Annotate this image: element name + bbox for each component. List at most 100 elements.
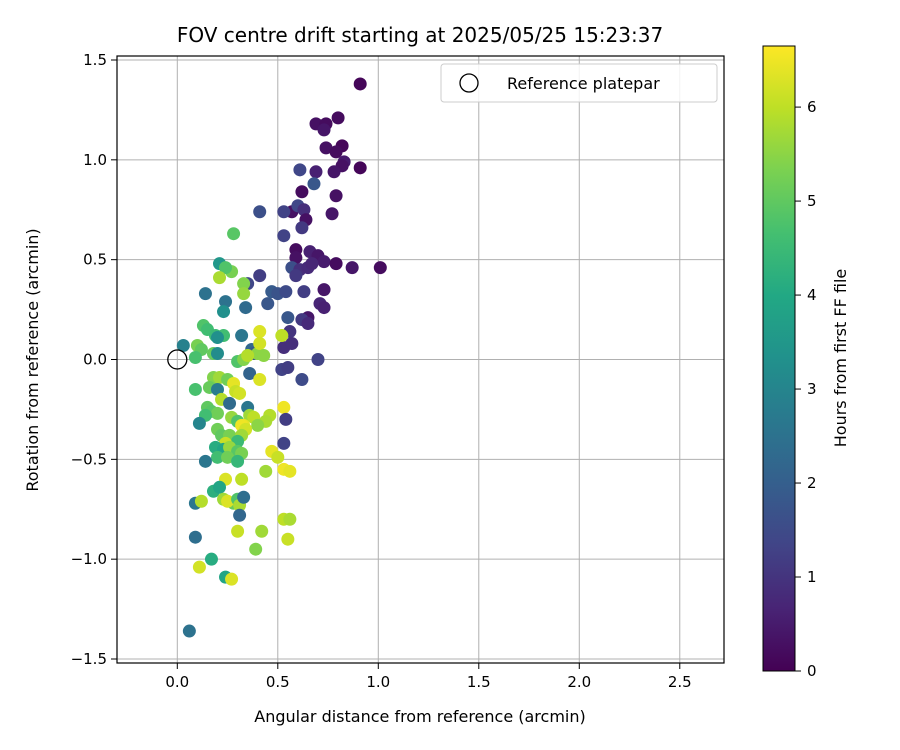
data-point <box>297 285 311 299</box>
data-point <box>192 416 206 430</box>
y-tick-label: 0.0 <box>83 351 107 369</box>
data-point <box>317 301 331 315</box>
data-point <box>231 524 245 538</box>
data-point <box>289 269 303 283</box>
data-point <box>307 177 321 191</box>
data-point <box>281 360 295 374</box>
data-point <box>237 277 251 291</box>
legend: Reference platepar <box>440 63 718 103</box>
data-point <box>271 450 285 464</box>
data-point <box>188 351 202 365</box>
data-point <box>317 123 331 137</box>
data-point <box>297 203 311 217</box>
data-point <box>204 552 218 566</box>
data-point <box>233 508 247 522</box>
data-point <box>217 305 231 319</box>
data-point <box>235 472 249 486</box>
data-point <box>281 311 295 325</box>
y-tick-label: 0.5 <box>83 251 107 269</box>
data-point <box>353 161 367 175</box>
data-point <box>249 542 263 556</box>
data-point <box>192 560 206 574</box>
data-point <box>198 454 212 468</box>
data-point <box>289 251 303 265</box>
y-tick-label: 1.5 <box>83 51 107 69</box>
data-point <box>279 285 293 299</box>
data-point <box>277 400 291 414</box>
data-point <box>219 295 233 309</box>
x-tick-label: 1.0 <box>366 673 390 691</box>
data-point <box>261 297 275 311</box>
y-axis-label: Rotation from reference (arcmin) <box>23 228 42 491</box>
data-point <box>182 624 196 638</box>
y-tick-label: 1.0 <box>83 151 107 169</box>
data-point <box>251 418 265 432</box>
data-point <box>243 366 257 380</box>
colorbar-tick-label: 1 <box>807 568 817 586</box>
colorbar-ticks: 0 1 2 3 4 5 6 <box>795 98 817 680</box>
data-point <box>293 163 307 177</box>
data-point <box>309 165 323 179</box>
legend-marker-reference <box>459 73 479 93</box>
data-point <box>345 261 359 275</box>
data-point <box>239 301 253 315</box>
data-point <box>210 406 224 420</box>
data-point <box>188 530 202 544</box>
data-point <box>225 572 239 586</box>
data-point <box>210 347 224 361</box>
data-point <box>283 512 297 526</box>
data-point <box>233 386 247 400</box>
chart-title: FOV centre drift starting at 2025/05/25 … <box>177 23 663 47</box>
colorbar-tick-label: 0 <box>807 662 817 680</box>
data-point <box>301 317 315 331</box>
data-point <box>353 77 367 91</box>
axis-ticks: 0.0 0.5 1.0 1.5 2.0 2.5 −1.5 −1.0 −0.5 0.0 0.5 1.0 1… <box>71 51 692 691</box>
data-point <box>285 337 299 351</box>
data-point <box>253 325 267 339</box>
x-tick-label: 1.5 <box>467 673 491 691</box>
data-point <box>279 412 293 426</box>
data-point <box>219 261 233 275</box>
y-tick-label: −0.5 <box>71 450 107 468</box>
data-point <box>235 329 249 343</box>
data-point <box>231 454 245 468</box>
data-point <box>277 229 291 243</box>
data-point <box>295 185 309 199</box>
x-tick-label: 2.5 <box>668 673 692 691</box>
data-point <box>331 111 345 125</box>
data-point <box>253 337 267 351</box>
x-tick-label: 2.0 <box>567 673 591 691</box>
x-axis-label: Angular distance from reference (arcmin) <box>254 707 585 726</box>
reference-platepar-marker <box>167 349 188 370</box>
data-point <box>295 221 309 235</box>
colorbar-tick-label: 5 <box>807 192 817 210</box>
data-point <box>253 205 267 219</box>
data-point <box>227 227 241 241</box>
data-point <box>237 490 251 504</box>
colorbar: 0 1 2 3 4 5 6 Hours from first FF file <box>762 45 850 680</box>
colorbar-tick-label: 2 <box>807 474 817 492</box>
colorbar-tick-label: 6 <box>807 98 817 116</box>
data-point <box>311 353 325 366</box>
data-point <box>221 494 235 508</box>
data-point <box>198 287 212 301</box>
data-point <box>257 349 271 363</box>
data-point <box>210 382 224 396</box>
data-point <box>194 494 208 508</box>
data-point <box>329 145 343 159</box>
data-point <box>295 372 309 386</box>
legend-box <box>440 63 718 103</box>
x-tick-label: 0.5 <box>266 673 290 691</box>
data-point <box>327 165 341 179</box>
data-point <box>259 464 273 478</box>
data-point <box>281 532 295 546</box>
data-point <box>317 255 331 269</box>
data-point <box>176 339 190 353</box>
data-point <box>283 464 297 478</box>
y-tick-label: −1.0 <box>71 550 107 568</box>
colorbar-tick-label: 4 <box>807 286 817 304</box>
data-point <box>373 261 387 275</box>
data-point <box>210 331 224 345</box>
data-point <box>213 480 227 494</box>
